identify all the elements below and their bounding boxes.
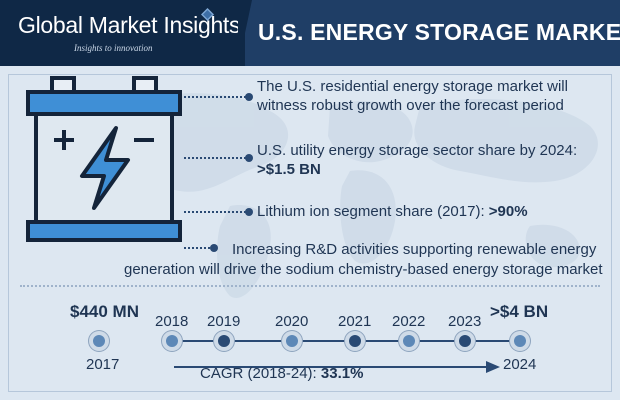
bullet-dot-3 (245, 208, 253, 216)
timeline-node-start (89, 331, 109, 351)
growth-arrow-icon (174, 361, 500, 373)
end-value: >$4 BN (490, 302, 549, 321)
year-label: 2019 (207, 313, 241, 330)
diamond-logo-icon (201, 8, 214, 21)
year-label: 2020 (275, 313, 309, 330)
bullet-dot-4 (210, 244, 218, 252)
statement-sodium-line2: generation will drive the sodium chemist… (124, 261, 603, 278)
timeline-node (282, 331, 302, 351)
section-divider (20, 285, 600, 287)
header-divider (238, 0, 252, 66)
cagr-text: CAGR (2018-24): 33.1% (200, 365, 364, 382)
cagr-value: 33.1% (320, 365, 364, 382)
utility-share-value: >$1.5 BN (257, 161, 321, 178)
lithium-share-value: >90% (488, 203, 528, 220)
brand-tagline: Insights to innovation (74, 43, 153, 53)
timeline-node (214, 331, 234, 351)
bullet-dot-2 (245, 154, 253, 162)
timeline-node (345, 331, 365, 351)
start-value: $440 MN (70, 302, 139, 321)
timeline-node-end (510, 331, 530, 351)
statement-residential: The U.S. residential energy storage mark… (257, 78, 568, 114)
timeline-node (399, 331, 419, 351)
year-label: 2022 (392, 313, 426, 330)
timeline-node (162, 331, 182, 351)
end-year: 2024 (503, 356, 537, 373)
lightning-bolt-icon (80, 126, 130, 210)
start-year: 2017 (86, 356, 120, 373)
connector-1 (184, 96, 246, 98)
year-label: 2021 (338, 313, 372, 330)
connector-3 (184, 211, 246, 213)
statement-utility: U.S. utility energy storage sector share… (257, 142, 578, 178)
statement-sodium-line1: Increasing R&D activities supporting ren… (232, 241, 597, 258)
battery-icon (26, 76, 182, 242)
connector-2 (184, 157, 246, 159)
connector-4 (184, 247, 210, 249)
bullet-dot-1 (245, 93, 253, 101)
year-label: 2018 (155, 313, 189, 330)
header-bar: Global Market Insights Insights to innov… (0, 0, 620, 66)
page-title: U.S. ENERGY STORAGE MARKET (258, 19, 620, 45)
brand-panel: Global Market Insights Insights to innov… (0, 0, 245, 66)
content-frame (8, 74, 612, 392)
year-label: 2023 (448, 313, 482, 330)
timeline-node (455, 331, 475, 351)
statement-lithium: Lithium ion segment share (2017): >90% (257, 203, 528, 220)
